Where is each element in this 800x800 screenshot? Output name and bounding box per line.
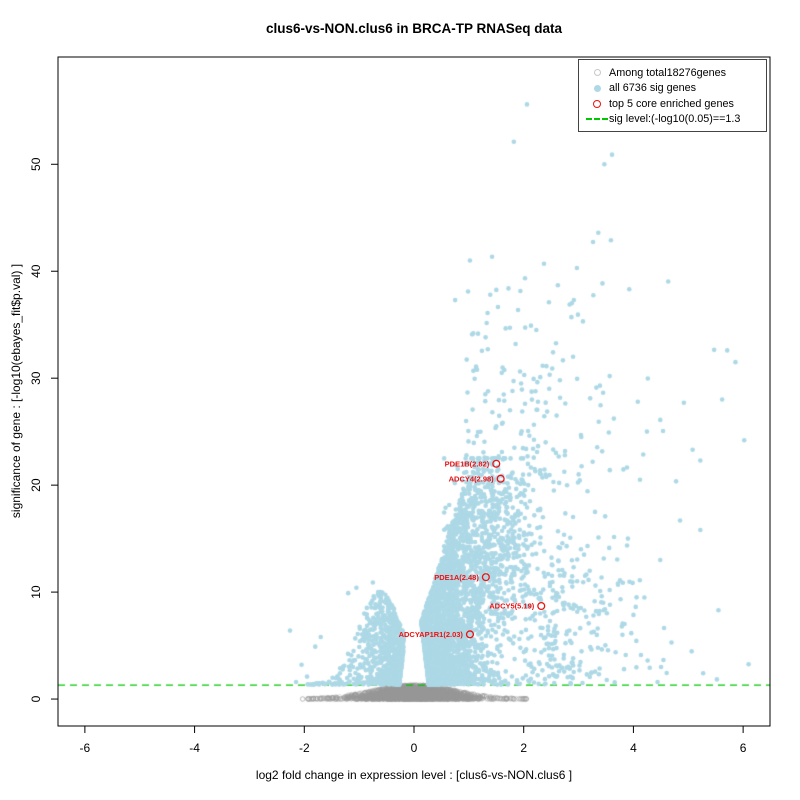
enriched-gene-marker (537, 601, 546, 611)
enriched-gene-label: ADCYAP1R1(2.03) (399, 630, 464, 639)
enriched-gene-marker (492, 459, 501, 468)
x-tick-label: 0 (411, 741, 418, 755)
gray-open-circle-icon (593, 69, 601, 77)
chart-title: clus6-vs-NON.clus6 in BRCA-TP RNASeq dat… (265, 21, 563, 36)
enriched-gene-label: PDE1A(2.48) (434, 573, 479, 582)
legend-item-sig-genes: all 6736 sig genes (585, 81, 760, 97)
x-tick-label: -4 (189, 741, 200, 755)
legend-item-sig-level: sig level:(-log10(0.05)==1.3 (585, 112, 760, 128)
legend-label: all 6736 sig genes (609, 82, 697, 95)
x-tick-label: 6 (740, 741, 747, 755)
y-tick-label: 50 (29, 157, 43, 171)
x-tick-label: -6 (80, 741, 91, 755)
enriched-gene-marker (465, 630, 475, 639)
enriched-gene-label: ADCY5(5.19) (489, 602, 535, 611)
enriched-gene-label: ADCY4(2.98) (449, 474, 495, 483)
enriched-gene-marker (496, 474, 505, 483)
green-dashed-line-icon (586, 118, 608, 121)
enriched-gene-label: PDE1B(2.82) (445, 459, 490, 468)
red-open-circle-icon (593, 99, 601, 108)
x-tick-label: -2 (299, 741, 310, 755)
legend-item-enriched-genes: top 5 core enriched genes (585, 96, 760, 112)
blue-filled-circle-icon (593, 84, 601, 92)
legend-label: top 5 core enriched genes (609, 97, 734, 110)
y-tick-label: 20 (29, 478, 43, 492)
x-tick-label: 2 (520, 741, 527, 755)
x-axis-label: log2 fold change in expression level : [… (255, 768, 573, 782)
legend-label: Among total18276genes (609, 66, 727, 79)
y-axis-label: significance of gene : [-log10(ebayes_fi… (9, 263, 23, 519)
y-tick-label: 0 (29, 695, 43, 702)
y-tick-label: 10 (29, 585, 43, 599)
enriched-gene-marker (481, 573, 490, 582)
x-tick-label: 4 (630, 741, 637, 755)
y-tick-label: 40 (29, 264, 43, 278)
legend-label: sig level:(-log10(0.05)==1.3 (609, 113, 741, 126)
legend-item-total-genes: Among total18276genes (585, 65, 760, 81)
y-tick-label: 30 (29, 371, 43, 385)
legend-box: Among total18276genes all 6736 sig genes… (578, 59, 767, 132)
